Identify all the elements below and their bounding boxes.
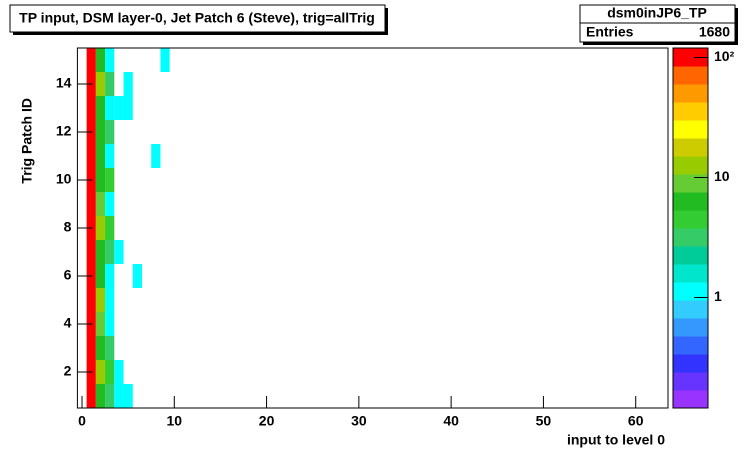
palette-swatch [673, 102, 708, 121]
cell [86, 144, 96, 168]
x-tick-label: 20 [259, 413, 275, 429]
palette-swatch [673, 354, 708, 373]
palette-swatch [673, 336, 708, 355]
palette-swatch [673, 174, 708, 193]
cell [95, 216, 106, 240]
y-tick-label: 14 [56, 75, 72, 91]
cell [105, 336, 115, 360]
cell [86, 336, 96, 360]
stats-name: dsm0inJP6_TP [607, 5, 707, 21]
cell [105, 48, 115, 72]
chart-title: TP input, DSM layer-0, Jet Patch 6 (Stev… [19, 10, 375, 26]
palette-swatch [673, 318, 708, 337]
y-tick-label: 4 [64, 315, 72, 331]
y-tick-label: 2 [64, 363, 72, 379]
stats-label: Entries [586, 24, 634, 40]
palette-swatch [673, 66, 708, 85]
cell [105, 120, 115, 144]
cell [86, 288, 96, 312]
cell [95, 48, 106, 72]
z-tick-label: 10 [714, 168, 730, 184]
x-tick-label: 50 [536, 413, 552, 429]
cell [105, 96, 115, 120]
y-tick-label: 12 [56, 123, 72, 139]
x-tick-label: 60 [628, 413, 644, 429]
cell [123, 384, 133, 408]
y-axis-label: Trig Patch ID [19, 98, 35, 184]
palette-swatch [673, 120, 708, 139]
cell [105, 360, 115, 384]
cell [95, 312, 106, 336]
cell [86, 192, 96, 216]
palette-swatch [673, 210, 708, 229]
palette-swatch [673, 48, 708, 67]
cell [114, 240, 124, 264]
cell [123, 96, 133, 120]
palette-swatch [673, 390, 708, 409]
cell [95, 288, 106, 312]
cell [114, 384, 124, 408]
cell [105, 144, 115, 168]
cell [95, 384, 106, 408]
palette-swatch [673, 228, 708, 247]
cell [105, 216, 115, 240]
x-tick-label: 30 [351, 413, 367, 429]
cell [86, 384, 96, 408]
cell [105, 312, 115, 336]
cell [114, 360, 124, 384]
cell [95, 336, 106, 360]
x-axis-label: input to level 0 [567, 432, 665, 448]
palette-swatch [673, 156, 708, 175]
cell [86, 48, 96, 72]
cell [95, 240, 106, 264]
x-tick-label: 10 [167, 413, 183, 429]
y-tick-label: 8 [64, 219, 72, 235]
cell [95, 264, 106, 288]
cell [105, 288, 115, 312]
palette-swatch [673, 372, 708, 391]
palette-swatch [673, 138, 708, 157]
cell [105, 72, 115, 96]
y-tick-label: 6 [64, 267, 72, 283]
title-box [9, 4, 386, 33]
y-tick-label: 10 [56, 171, 72, 187]
palette-swatch [673, 282, 708, 301]
cell [151, 144, 161, 168]
cell [86, 96, 96, 120]
palette-swatch [673, 300, 708, 319]
cell [105, 240, 115, 264]
cell [105, 168, 115, 192]
z-tick-label: 10² [714, 48, 735, 64]
palette-swatch [673, 246, 708, 265]
x-tick-label: 0 [78, 413, 86, 429]
cell [95, 72, 106, 96]
palette-frame [672, 47, 709, 409]
x-tick-label: 40 [443, 413, 459, 429]
cell [95, 360, 106, 384]
palette-swatch [673, 192, 708, 211]
palette-swatch [673, 84, 708, 103]
cell [114, 96, 124, 120]
axes: 0 10 20 30 40 50 60 2 4 6 8 10 12 14 1 10 10² [56, 47, 735, 429]
cell [105, 192, 115, 216]
z-tick-label: 1 [714, 288, 722, 304]
cell [160, 48, 170, 72]
cell [95, 96, 106, 120]
cell [105, 264, 115, 288]
cell [95, 192, 106, 216]
cell [132, 264, 142, 288]
stats-entries: 1680 [699, 24, 730, 40]
palette-swatch [673, 264, 708, 283]
cell [105, 384, 115, 408]
cell [95, 120, 106, 144]
cell [95, 168, 106, 192]
cell [123, 72, 133, 96]
cell [95, 144, 106, 168]
cell [86, 240, 96, 264]
